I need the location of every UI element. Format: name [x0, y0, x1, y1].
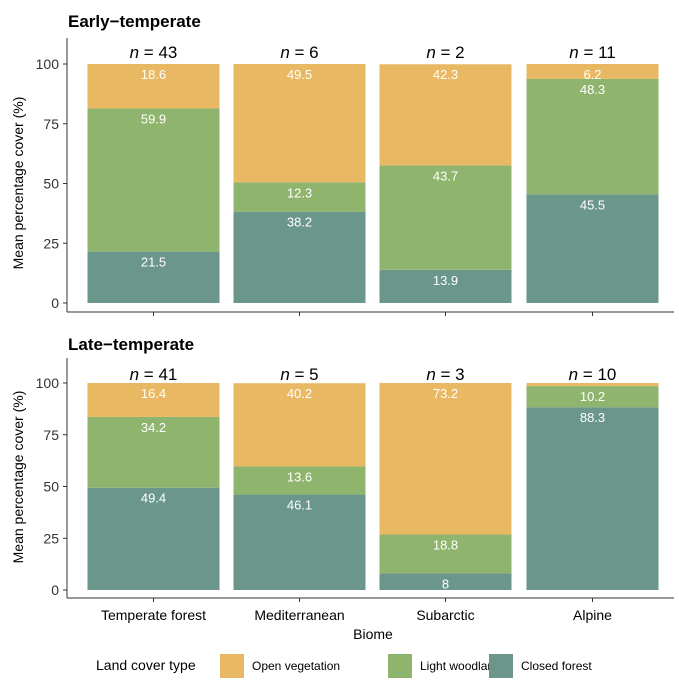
- bar-segment: [526, 78, 659, 195]
- bar-segment: [87, 383, 220, 417]
- data-label: 18.6: [141, 67, 166, 82]
- data-label: 42.3: [433, 67, 458, 82]
- data-label: 49.4: [141, 491, 166, 506]
- data-label: 34.2: [141, 420, 166, 435]
- data-label: 38.2: [287, 215, 312, 230]
- bar-segment: [233, 211, 366, 303]
- y-tick-label: 100: [36, 56, 60, 72]
- bar-segment: [87, 108, 220, 252]
- n-label: n = 6: [280, 43, 318, 62]
- data-label: 59.9: [141, 111, 166, 126]
- x-category-label: Subarctic: [416, 607, 474, 623]
- data-label: 6.2: [583, 67, 601, 82]
- bar-segment: [526, 407, 659, 590]
- data-label: 8: [442, 576, 449, 591]
- n-label: n = 10: [569, 365, 617, 384]
- y-tick-label: 75: [43, 116, 59, 132]
- legend-items: Open vegetation Light woodland Closed fore…: [220, 654, 592, 678]
- y-axis-label: Mean percentage cover (%): [10, 391, 26, 564]
- y-ticks: 0 25 50 75 100: [36, 56, 67, 311]
- y-tick-label: 100: [36, 375, 60, 391]
- data-label: 49.5: [287, 67, 312, 82]
- legend-label: Closed forest: [521, 659, 592, 673]
- data-label: 45.5: [580, 197, 605, 212]
- bar-segment: [379, 165, 512, 270]
- bar-segment: [233, 64, 366, 183]
- bar-segment: [526, 64, 659, 79]
- y-tick-label: 0: [51, 582, 59, 598]
- n-label: n = 41: [130, 365, 178, 384]
- x-axis-label: Biome: [353, 626, 393, 642]
- panel-early-temperate: Early−temperate 21.5 59.9 18.6 n = 43 38.2 12…: [36, 12, 674, 316]
- x-category-label: Alpine: [573, 607, 612, 623]
- legend-title: Land cover type: [96, 657, 196, 673]
- bar-segment: [526, 194, 659, 303]
- data-label: 88.3: [580, 410, 605, 425]
- bars-group: 21.5 59.9 18.6 n = 43 38.2 12.3 49.5 n = 6 13.9 4…: [87, 43, 659, 316]
- bar-segment: [233, 182, 366, 212]
- data-label: 73.2: [433, 386, 458, 401]
- data-label: 13.6: [287, 469, 312, 484]
- bar-segment: [379, 573, 512, 590]
- panel-title: Early−temperate: [68, 12, 201, 31]
- x-category-label: Mediterranean: [254, 607, 344, 623]
- bar-segment: [379, 383, 512, 535]
- y-tick-label: 75: [43, 427, 59, 443]
- bar-segment: [233, 494, 366, 590]
- bar-segment: [87, 416, 220, 488]
- legend-label: Light woodland: [420, 659, 501, 673]
- y-tick-label: 50: [43, 479, 59, 495]
- data-label: 12.3: [287, 185, 312, 200]
- y-tick-label: 25: [43, 235, 59, 251]
- legend-swatch: [220, 654, 244, 678]
- y-ticks: 0 25 50 75 100: [36, 375, 67, 598]
- bar-segment: [87, 487, 220, 590]
- n-label: n = 2: [426, 43, 464, 62]
- data-label: 10.2: [580, 389, 605, 404]
- bar-segment: [233, 466, 366, 495]
- y-tick-label: 50: [43, 176, 59, 192]
- y-tick-label: 0: [51, 295, 59, 311]
- bar-segment: [233, 383, 366, 467]
- bar-segment: [379, 534, 512, 574]
- bar-segment: [87, 251, 220, 303]
- legend-swatch: [489, 654, 513, 678]
- n-label: n = 11: [569, 43, 616, 62]
- bar-segment: [379, 64, 512, 166]
- legend: Land cover type Open vegetation Light woo…: [96, 654, 592, 678]
- data-label: 43.7: [433, 168, 458, 183]
- n-label: n = 5: [280, 365, 318, 384]
- bar-segment: [87, 64, 220, 109]
- data-label: 40.2: [287, 386, 312, 401]
- legend-swatch: [388, 654, 412, 678]
- data-label: 21.5: [141, 255, 166, 270]
- panel-title: Late−temperate: [68, 335, 194, 354]
- data-label: 16.4: [141, 386, 166, 401]
- legend-label: Open vegetation: [252, 659, 340, 673]
- data-label: 48.3: [580, 82, 605, 97]
- panel-late-temperate: Late−temperate 49.4 34.2 16.4 n = 41 46.1 13.…: [36, 335, 674, 602]
- x-category-label: Temperate forest: [101, 607, 206, 623]
- x-category-labels: Temperate forest Mediterranean Subarctic Al…: [101, 607, 612, 623]
- bar-segment: [379, 269, 512, 303]
- bar-segment: [526, 386, 659, 408]
- data-label: 18.8: [433, 538, 458, 553]
- y-tick-label: 25: [43, 530, 59, 546]
- y-axis-label: Mean percentage cover (%): [10, 97, 26, 270]
- n-label: n = 43: [130, 43, 178, 62]
- bars-group: 49.4 34.2 16.4 n = 41 46.1 13.6 40.2 n = 5 8 18.8…: [87, 365, 659, 602]
- data-label: 46.1: [287, 498, 312, 513]
- data-label: 13.9: [433, 273, 458, 288]
- bar-segment: [526, 383, 659, 387]
- n-label: n = 3: [426, 365, 464, 384]
